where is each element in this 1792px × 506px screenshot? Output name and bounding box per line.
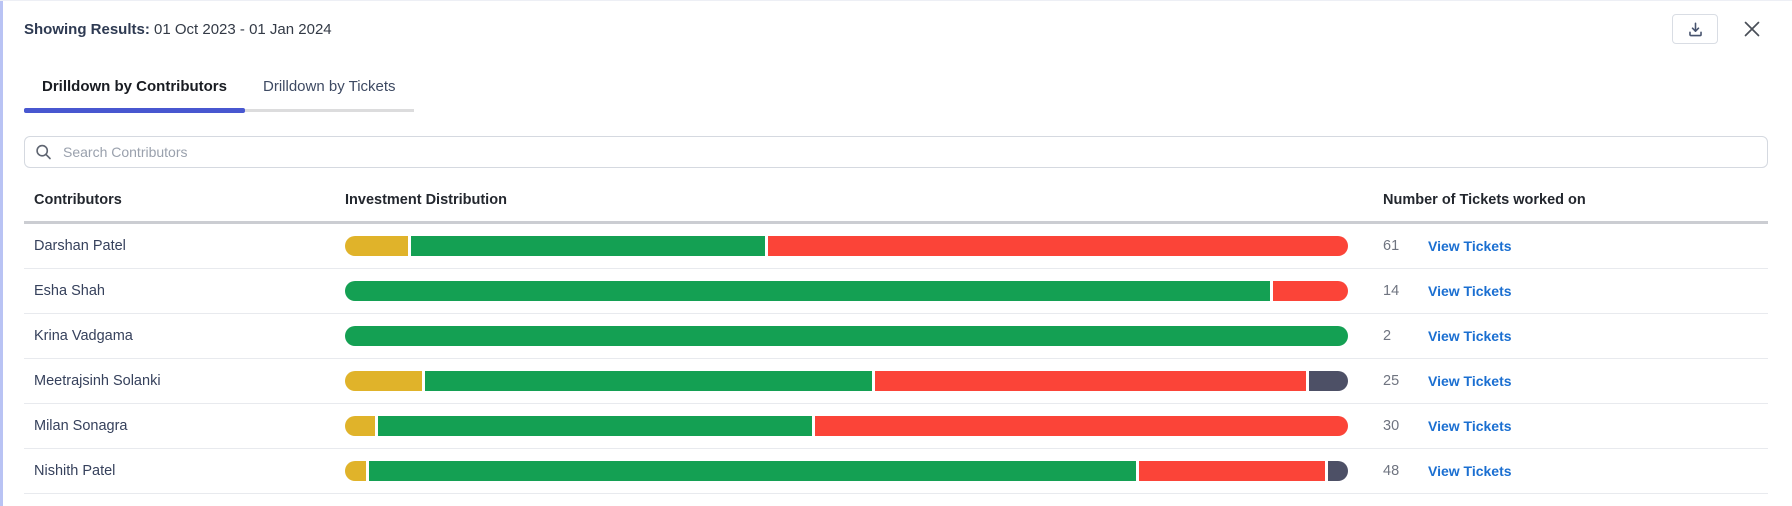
bar-segment-amber (345, 236, 408, 256)
table-row: Milan Sonagra 30 View Tickets (24, 404, 1768, 449)
close-x-icon (1742, 19, 1762, 39)
contributor-name: Darshan Patel (34, 238, 126, 254)
view-tickets-link[interactable]: View Tickets (1428, 283, 1512, 299)
investment-distribution-bar (345, 236, 1348, 256)
bar-segment-green (369, 461, 1136, 481)
view-tickets-link[interactable]: View Tickets (1428, 373, 1512, 389)
investment-distribution-bar (345, 461, 1348, 481)
header-actions (1672, 14, 1768, 44)
tickets-count: 25 (1383, 373, 1400, 389)
bar-segment-red (768, 236, 1348, 256)
tickets-count: 14 (1383, 283, 1400, 299)
bar-segment-amber (345, 461, 366, 481)
close-button[interactable] (1740, 17, 1764, 41)
search-bar (24, 136, 1768, 168)
bar-segment-red (815, 416, 1348, 436)
showing-results-text: Showing Results: 01 Oct 2023 - 01 Jan 20… (24, 21, 332, 38)
showing-results-value: 01 Oct 2023 - 01 Jan 2024 (154, 20, 332, 38)
column-header-number-of-tickets: Number of Tickets worked on (1383, 192, 1586, 208)
bar-segment-amber (345, 416, 375, 436)
bar-segment-red (1139, 461, 1325, 481)
tickets-count: 2 (1383, 328, 1392, 344)
search-input[interactable] (24, 136, 1768, 168)
tab-drilldown-by-tickets[interactable]: Drilldown by Tickets (263, 78, 396, 95)
table-row: Darshan Patel 61 View Tickets (24, 224, 1768, 269)
view-tickets-link[interactable]: View Tickets (1428, 328, 1512, 344)
bar-segment-red (1273, 281, 1348, 301)
bar-segment-green (345, 326, 1348, 346)
bar-segment-green (411, 236, 765, 256)
panel-left-accent (0, 1, 3, 506)
contributor-name: Krina Vadgama (34, 328, 133, 344)
panel-header: Showing Results: 01 Oct 2023 - 01 Jan 20… (24, 1, 1768, 44)
contributor-name: Esha Shah (34, 283, 105, 299)
bar-segment-red (875, 371, 1306, 391)
download-button[interactable] (1672, 14, 1718, 44)
table-row: Meetrajsinh Solanki 25 View Tickets (24, 359, 1768, 404)
tab-bar: Drilldown by Contributors Drilldown by T… (24, 68, 414, 113)
contributor-name: Milan Sonagra (34, 418, 128, 434)
column-header-investment-distribution: Investment Distribution (345, 192, 507, 208)
column-header-contributors: Contributors (34, 192, 122, 208)
tab-drilldown-by-contributors[interactable]: Drilldown by Contributors (24, 68, 245, 113)
view-tickets-link[interactable]: View Tickets (1428, 463, 1512, 479)
bar-segment-green (345, 281, 1270, 301)
contributor-name: Meetrajsinh Solanki (34, 373, 161, 389)
contributors-table-body: Darshan Patel 61 View Tickets Esha Shah … (24, 224, 1768, 494)
investment-distribution-bar (345, 371, 1348, 391)
table-row: Nishith Patel 48 View Tickets (24, 449, 1768, 494)
table-row: Krina Vadgama 2 View Tickets (24, 314, 1768, 359)
table-row: Esha Shah 14 View Tickets (24, 269, 1768, 314)
tickets-count: 61 (1383, 238, 1400, 254)
tickets-count: 30 (1383, 418, 1400, 434)
investment-distribution-bar (345, 416, 1348, 436)
contributor-name: Nishith Patel (34, 463, 116, 479)
bar-segment-slate (1328, 461, 1348, 481)
download-icon (1687, 21, 1704, 38)
table-header-row: Contributors Investment Distribution Num… (24, 192, 1768, 224)
view-tickets-link[interactable]: View Tickets (1428, 418, 1512, 434)
bar-segment-slate (1309, 371, 1348, 391)
showing-results-label: Showing Results: (24, 20, 150, 38)
view-tickets-link[interactable]: View Tickets (1428, 238, 1512, 254)
investment-distribution-bar (345, 281, 1348, 301)
bar-segment-green (425, 371, 872, 391)
bar-segment-green (378, 416, 812, 436)
bar-segment-amber (345, 371, 422, 391)
tickets-count: 48 (1383, 463, 1400, 479)
investment-distribution-bar (345, 326, 1348, 346)
